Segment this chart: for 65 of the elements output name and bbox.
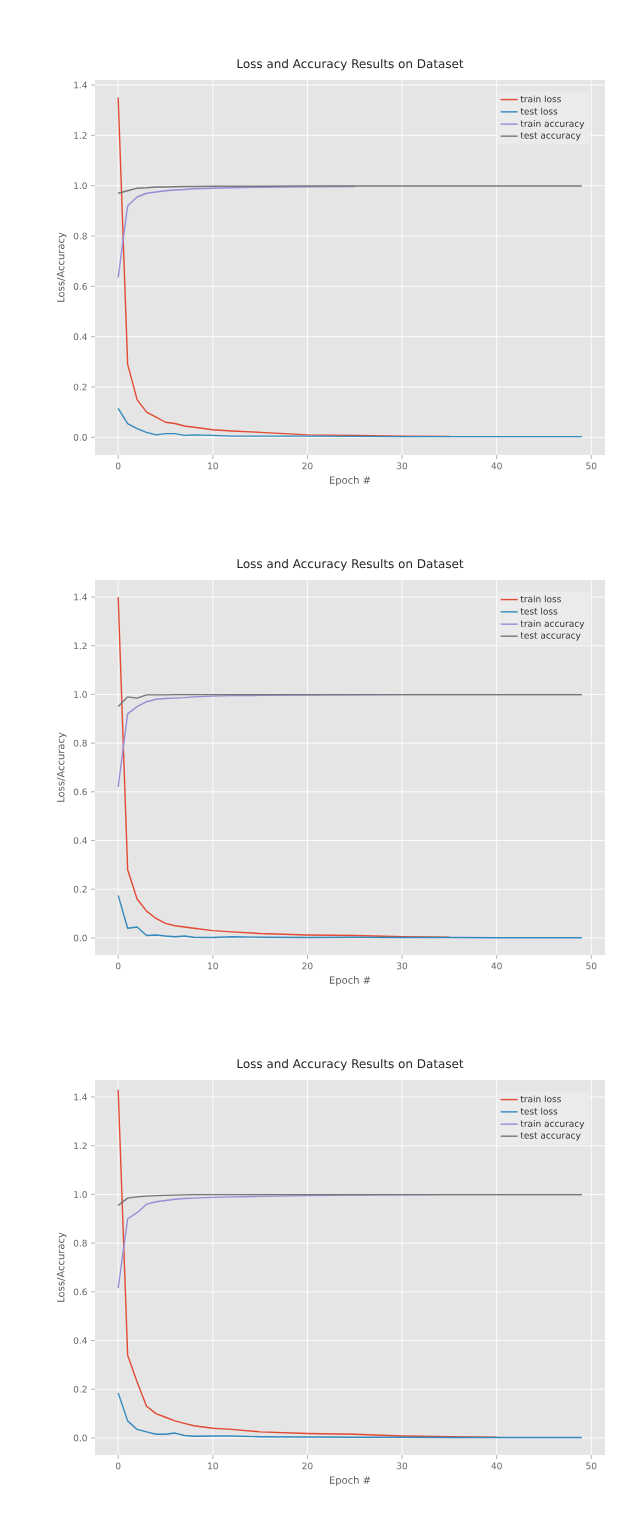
y-axis-title: Loss/Accuracy bbox=[57, 732, 67, 802]
legend-label: test loss bbox=[520, 1107, 558, 1115]
y-tick-label: 0.2 bbox=[73, 1385, 87, 1393]
x-tick-label: 20 bbox=[302, 1462, 313, 1470]
legend-label: test accuracy bbox=[520, 632, 581, 641]
x-tick-label: 30 bbox=[397, 962, 408, 970]
y-tick-label: 0.2 bbox=[73, 885, 87, 893]
line-series bbox=[117, 596, 451, 938]
y-axis-title: Loss/Accuracy bbox=[57, 232, 67, 302]
x-tick-label: 40 bbox=[491, 962, 502, 970]
x-axis-title: Epoch # bbox=[329, 1476, 371, 1486]
y-tick-label: 0.4 bbox=[73, 837, 87, 844]
y-tick-label: 0.0 bbox=[73, 433, 87, 441]
x-tick-label: 0 bbox=[115, 1462, 121, 1470]
y-tick-label: 0.6 bbox=[73, 788, 87, 796]
y-tick-label: 0.0 bbox=[73, 934, 87, 942]
y-tick-label: 0.8 bbox=[73, 739, 87, 747]
x-tick-label: 20 bbox=[302, 962, 313, 970]
x-tick-label: 10 bbox=[208, 462, 218, 470]
y-tick-label: 1.2 bbox=[74, 642, 87, 650]
x-axis-title: Epoch # bbox=[329, 976, 371, 986]
x-tick-label: 0 bbox=[115, 462, 121, 470]
y-tick-label: 1.0 bbox=[74, 1191, 87, 1198]
line-series bbox=[117, 1089, 498, 1438]
y-tick-label: 0.4 bbox=[73, 333, 87, 341]
y-tick-label: 0.4 bbox=[73, 1337, 87, 1344]
y-axis-title: Loss/Accuracy bbox=[57, 1232, 67, 1302]
legend-label: train loss bbox=[520, 1095, 561, 1103]
y-tick-label: 1.4 bbox=[74, 1093, 87, 1101]
y-tick-label: 1.0 bbox=[74, 691, 87, 698]
y-tick-label: 1.4 bbox=[74, 593, 87, 601]
x-tick-label: 50 bbox=[586, 1462, 597, 1470]
y-tick-label: 0.0 bbox=[73, 1434, 87, 1442]
legend-label: train accuracy bbox=[520, 1120, 585, 1129]
legend-label: train loss bbox=[520, 595, 561, 603]
x-tick-label: 20 bbox=[302, 462, 313, 470]
x-tick-label: 50 bbox=[586, 962, 597, 970]
x-tick-label: 10 bbox=[208, 1462, 218, 1470]
x-tick-label: 40 bbox=[491, 462, 502, 470]
y-tick-label: 0.8 bbox=[73, 1239, 87, 1247]
legend-label: test loss bbox=[520, 607, 558, 615]
chart-title: Loss and Accuracy Results on Dataset bbox=[237, 558, 464, 571]
y-tick-label: 0.6 bbox=[73, 282, 87, 290]
legend-label: train loss bbox=[520, 95, 561, 103]
chart-title: Loss and Accuracy Results on Dataset bbox=[237, 58, 464, 71]
legend-label: test accuracy bbox=[520, 132, 581, 141]
y-tick-label: 1.2 bbox=[74, 132, 87, 139]
x-tick-label: 50 bbox=[586, 462, 597, 470]
x-tick-label: 30 bbox=[397, 1462, 408, 1470]
legend-label: train accuracy bbox=[520, 120, 585, 129]
x-tick-label: 40 bbox=[491, 1462, 502, 1470]
legend-label: train accuracy bbox=[520, 620, 585, 629]
y-tick-label: 0.8 bbox=[73, 232, 87, 240]
legend-label: test loss bbox=[520, 107, 558, 115]
x-tick-label: 0 bbox=[115, 962, 121, 970]
legend-label: test accuracy bbox=[520, 1132, 581, 1141]
x-axis-title: Epoch # bbox=[329, 476, 371, 486]
y-tick-label: 0.6 bbox=[73, 1288, 87, 1296]
y-tick-label: 1.2 bbox=[74, 1142, 87, 1150]
chart-title: Loss and Accuracy Results on Dataset bbox=[237, 1058, 464, 1071]
y-tick-label: 0.2 bbox=[73, 383, 87, 391]
x-tick-label: 30 bbox=[397, 462, 408, 470]
x-tick-label: 10 bbox=[208, 962, 218, 970]
y-tick-label: 1.0 bbox=[74, 182, 87, 190]
y-tick-label: 1.4 bbox=[74, 81, 87, 89]
